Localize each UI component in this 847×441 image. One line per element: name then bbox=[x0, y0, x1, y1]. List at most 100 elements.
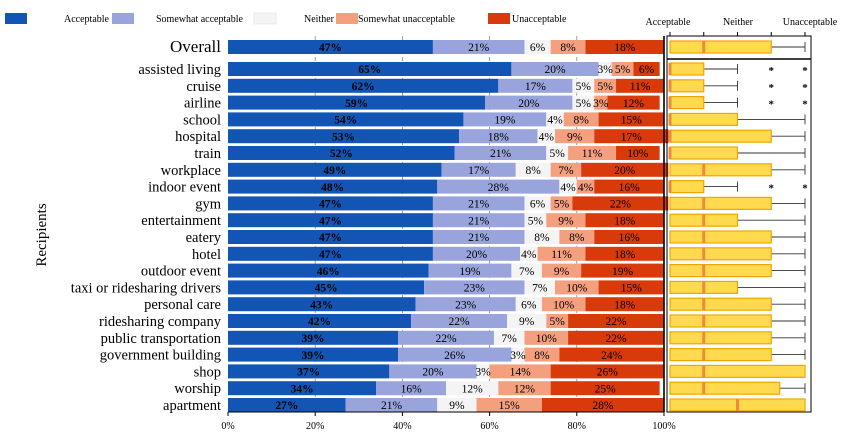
category-label-personal-care: personal care bbox=[144, 297, 221, 313]
bar-government-building-somewhat-unacceptable bbox=[524, 347, 560, 362]
bar-assisted-living-unacceptable bbox=[633, 62, 660, 76]
bar-ridesharing-company-unacceptable bbox=[568, 314, 664, 328]
bar-workplace-somewhat-acceptable bbox=[441, 162, 516, 177]
bar-worship-somewhat-acceptable bbox=[376, 381, 446, 396]
category-label-ridesharing-company: ridesharing company bbox=[99, 314, 222, 330]
category-labels: Overall assisted livingcruiseairlineschoo… bbox=[71, 37, 222, 414]
data-label-hospital-somewhat-unacceptable: 9% bbox=[567, 131, 583, 143]
data-label-shop-somewhat-acceptable: 20% bbox=[422, 367, 444, 379]
bar-ridesharing-company-somewhat-acceptable bbox=[411, 314, 508, 328]
data-label-gym-somewhat-acceptable: 21% bbox=[468, 199, 490, 211]
data-label-overall-neither: 6% bbox=[530, 42, 546, 54]
bar-cruise-somewhat-acceptable bbox=[498, 78, 573, 93]
bar-airline-acceptable bbox=[228, 95, 486, 110]
outlier-star-indoor-event: * bbox=[769, 183, 775, 195]
bar-gym-somewhat-acceptable bbox=[432, 196, 525, 211]
data-label-entertainment-acceptable: 47% bbox=[319, 215, 342, 227]
bar-public-transportation-somewhat-unacceptable bbox=[524, 330, 569, 345]
bar-public-transportation-neither bbox=[493, 330, 525, 345]
data-label-government-building-neither: 3% bbox=[510, 350, 526, 362]
data-label-government-building-acceptable: 39% bbox=[302, 350, 325, 362]
category-label-gym: gym bbox=[195, 196, 222, 212]
bar-eatery-somewhat-unacceptable bbox=[559, 230, 595, 244]
data-label-school-acceptable: 54% bbox=[334, 115, 357, 127]
data-label-hotel-somewhat-unacceptable: 11% bbox=[551, 249, 572, 261]
data-label-worship-acceptable: 34% bbox=[291, 383, 314, 395]
bar-eatery-unacceptable bbox=[594, 230, 664, 244]
bar-hospital-acceptable bbox=[228, 129, 460, 144]
data-label-worship-neither: 12% bbox=[462, 383, 484, 395]
data-label-cruise-somewhat-acceptable: 17% bbox=[525, 81, 547, 93]
category-label-government-building: government building bbox=[100, 348, 221, 364]
data-label-public-transportation-somewhat-unacceptable: 10% bbox=[536, 333, 558, 345]
bar-hotel-somewhat-acceptable bbox=[432, 246, 521, 261]
data-label-cruise-neither: 5% bbox=[576, 81, 592, 93]
bar-taxi-or-ridesharing-drivers-unacceptable bbox=[598, 280, 664, 295]
box-panel-frame bbox=[666, 35, 812, 413]
bar-public-transportation-unacceptable bbox=[568, 330, 664, 345]
outlier-star-assisted-living: * bbox=[802, 65, 808, 77]
bar-overall-acceptable bbox=[228, 40, 433, 54]
bar-train-acceptable bbox=[228, 146, 455, 160]
data-label-personal-care-neither: 6% bbox=[521, 299, 537, 311]
box-train bbox=[669, 146, 739, 160]
bar-hospital-unacceptable bbox=[594, 129, 669, 144]
data-label-assisted-living-unacceptable: 6% bbox=[639, 64, 655, 76]
bar-outdoor-event-acceptable bbox=[228, 263, 429, 278]
bar-public-transportation-acceptable bbox=[228, 330, 399, 345]
bar-train-somewhat-acceptable bbox=[454, 146, 547, 160]
bar-overall-somewhat-unacceptable bbox=[550, 40, 586, 54]
bar-eatery-neither bbox=[524, 230, 560, 244]
bar-cruise-acceptable bbox=[228, 78, 499, 93]
data-label-indoor-event-unacceptable: 16% bbox=[619, 182, 641, 194]
bars bbox=[228, 40, 669, 412]
legend-label-somewhat-unacceptable: Somewhat unacceptable bbox=[358, 14, 455, 25]
box-hotel bbox=[669, 247, 772, 261]
data-label-airline-acceptable: 59% bbox=[345, 98, 368, 110]
category-label-train: train bbox=[194, 146, 221, 162]
data-label-outdoor-event-unacceptable: 19% bbox=[612, 266, 634, 278]
data-label-shop-acceptable: 37% bbox=[297, 367, 320, 379]
data-label-shop-neither: 3% bbox=[475, 367, 491, 379]
data-label-school-somewhat-acceptable: 19% bbox=[494, 115, 516, 127]
bar-data-labels: 47% 21% 6% 8% 18%65% 20% 3% 5% 6%62% 17% 5% 5% 11%59… bbox=[275, 42, 654, 412]
data-label-cruise-acceptable: 62% bbox=[352, 81, 375, 93]
data-label-airline-unacceptable: 12% bbox=[623, 98, 645, 110]
data-label-school-somewhat-unacceptable: 8% bbox=[573, 115, 589, 127]
data-label-taxi-or-ridesharing-drivers-somewhat-acceptable: 23% bbox=[464, 283, 486, 295]
category-label-hotel: hotel bbox=[192, 247, 221, 263]
data-label-hospital-unacceptable: 17% bbox=[621, 131, 643, 143]
legend-label-neither: Neither bbox=[304, 14, 335, 25]
box-public-transportation bbox=[669, 331, 772, 345]
legend-swatch-acceptable bbox=[5, 13, 27, 24]
bar-worship-neither bbox=[446, 381, 499, 396]
data-label-hotel-neither: 4% bbox=[521, 249, 537, 261]
box-overall bbox=[669, 40, 772, 54]
bar-personal-care-unacceptable bbox=[585, 297, 664, 312]
bar-shop-acceptable bbox=[228, 364, 390, 379]
data-label-indoor-event-acceptable: 48% bbox=[321, 182, 344, 194]
data-label-ridesharing-company-unacceptable: 22% bbox=[605, 316, 627, 328]
bar-hospital-neither bbox=[537, 129, 555, 144]
bar-shop-somewhat-unacceptable bbox=[489, 364, 551, 379]
data-label-hotel-unacceptable: 18% bbox=[614, 249, 636, 261]
category-label-taxi-or-ridesharing-drivers: taxi or ridesharing drivers bbox=[71, 280, 222, 296]
data-label-taxi-or-ridesharing-drivers-somewhat-unacceptable: 10% bbox=[566, 283, 588, 295]
data-label-apartment-unacceptable: 28% bbox=[592, 400, 614, 412]
outlier-star-airline: * bbox=[769, 99, 775, 111]
outlier-star-cruise: * bbox=[769, 82, 775, 94]
data-label-ridesharing-company-somewhat-acceptable: 22% bbox=[449, 316, 471, 328]
bar-entertainment-somewhat-acceptable bbox=[432, 213, 525, 228]
outlier-star-airline: * bbox=[802, 99, 808, 111]
box-cruise bbox=[669, 79, 705, 93]
data-label-workplace-acceptable: 49% bbox=[323, 165, 346, 177]
bar-workplace-unacceptable bbox=[581, 162, 669, 177]
data-label-train-somewhat-unacceptable: 11% bbox=[582, 148, 603, 160]
data-label-hotel-somewhat-acceptable: 20% bbox=[466, 249, 488, 261]
box-airline bbox=[669, 95, 705, 110]
bar-public-transportation-somewhat-acceptable bbox=[398, 330, 494, 345]
bar-indoor-event-somewhat-unacceptable bbox=[576, 179, 595, 194]
bar-hotel-somewhat-unacceptable bbox=[537, 246, 586, 261]
bar-government-building-unacceptable bbox=[559, 347, 664, 362]
data-label-personal-care-acceptable: 43% bbox=[310, 299, 333, 311]
